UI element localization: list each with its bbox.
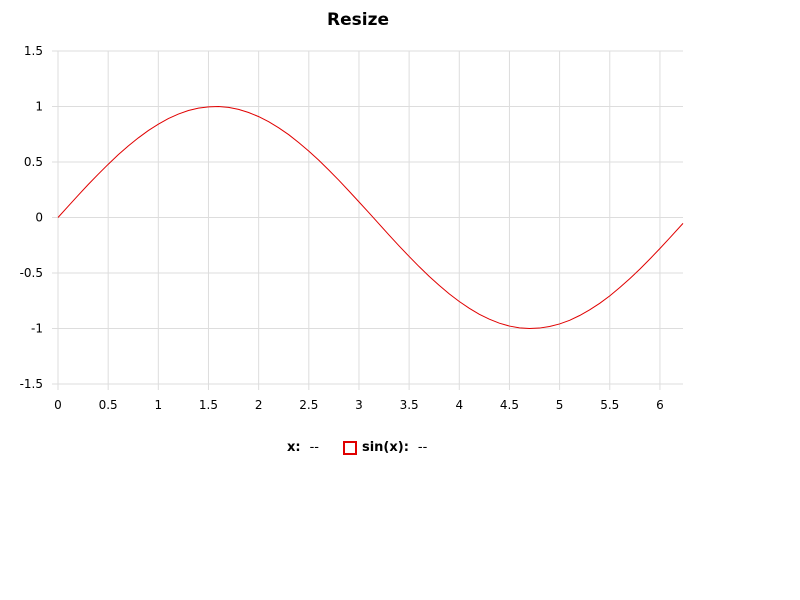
y-tick-label: 0.5 (24, 155, 43, 169)
x-tick-label: 5.5 (600, 398, 619, 412)
legend-x-value: -- (309, 440, 319, 455)
x-tick-label: 0 (54, 398, 62, 412)
x-tick-label: 2 (255, 398, 263, 412)
legend-series-label: sin(x): (361, 440, 409, 455)
plot-area[interactable]: 0 0.5 1 1.5 2 2.5 3 3.5 4 4.5 5 5.5 6 -1.5 -1 -0.5 0 0.5… (0, 0, 800, 430)
series-line-sin (57, 105, 684, 330)
y-tick-label: 1 (35, 100, 43, 114)
legend-series-toggle[interactable] (342, 440, 357, 455)
legend-series-value: -- (417, 440, 428, 455)
grid-lines (57, 50, 683, 385)
series-layer (57, 105, 684, 330)
x-tick-label: 5 (556, 398, 564, 412)
legend: x: -- sin(x): -- (287, 440, 451, 455)
y-tick-label: -1.5 (20, 377, 43, 391)
x-tick-label: 6 (656, 398, 664, 412)
x-tick-label: 4.5 (500, 398, 519, 412)
x-tick-label: 3 (355, 398, 363, 412)
x-tick-label: 3.5 (400, 398, 419, 412)
x-axis-ticks: 0 0.5 1 1.5 2 2.5 3 3.5 4 4.5 5 5.5 6 (54, 384, 664, 412)
x-tick-label: 2.5 (299, 398, 318, 412)
y-tick-label: 0 (35, 211, 43, 225)
x-tick-label: 4 (455, 398, 463, 412)
chart-title: Resize (327, 10, 389, 30)
x-tick-label: 0.5 (99, 398, 118, 412)
x-tick-label: 1.5 (199, 398, 218, 412)
y-tick-label: -1 (31, 322, 43, 336)
y-tick-label: 1.5 (24, 44, 43, 58)
x-tick-label: 1 (155, 398, 163, 412)
legend-x-label: x: (287, 440, 301, 455)
y-tick-label: -0.5 (20, 266, 43, 280)
y-axis-ticks: -1.5 -1 -0.5 0 0.5 1 1.5 (20, 44, 58, 391)
